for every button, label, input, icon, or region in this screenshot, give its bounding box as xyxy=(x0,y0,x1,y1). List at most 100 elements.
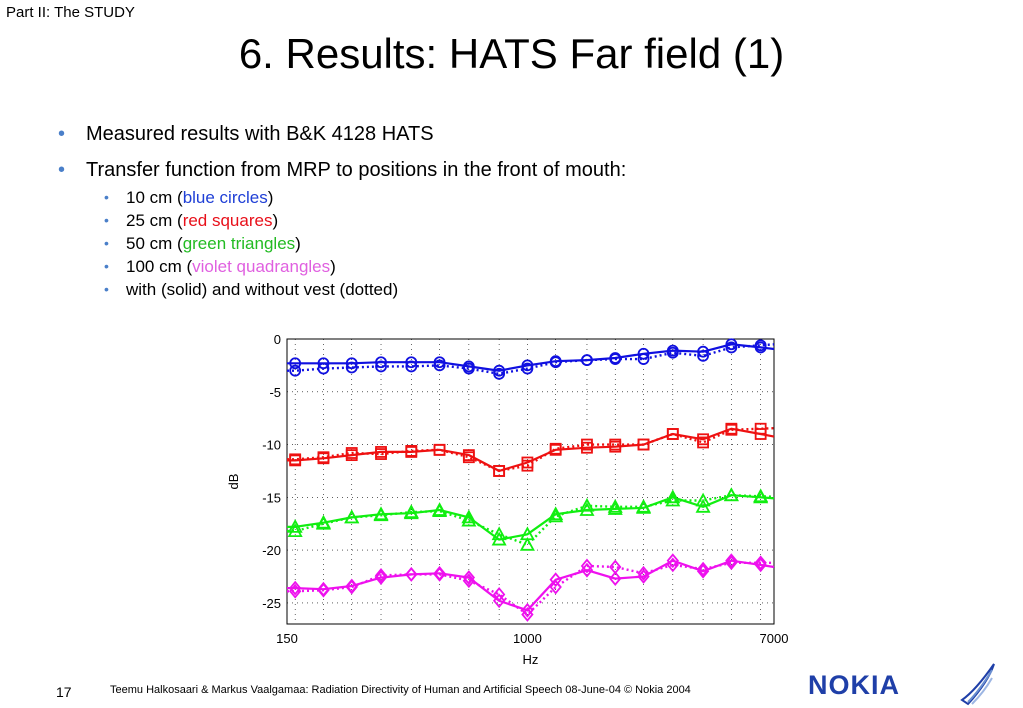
data-point-triangle xyxy=(723,487,739,502)
data-point-triangle xyxy=(344,509,360,524)
sub-bullet-text: with (solid) and without vest (dotted) xyxy=(126,280,399,299)
sub-bullet-colored: green triangles xyxy=(182,234,296,253)
data-point-diamond xyxy=(405,566,418,582)
data-point-diamond xyxy=(725,553,738,569)
data-point-diamond xyxy=(549,579,562,595)
y-tick-label: -20 xyxy=(262,543,281,558)
data-point-square xyxy=(754,422,767,435)
data-point-diamond xyxy=(317,582,330,598)
nokia-logo: NOKIA xyxy=(808,670,900,700)
data-point-circle xyxy=(549,356,562,369)
sub-bullet-25cm: • 25 cm (red squares) xyxy=(58,209,626,232)
data-point-triangle xyxy=(695,492,711,507)
data-point-circle xyxy=(666,346,679,359)
data-point-square xyxy=(462,451,475,464)
y-tick-label: 0 xyxy=(274,332,281,347)
data-point-circle xyxy=(581,354,593,367)
sub-bullet-100cm: • 100 cm (violet quadrangles) xyxy=(58,255,626,278)
data-point-triangle xyxy=(315,515,331,530)
data-point-diamond xyxy=(374,568,388,583)
y-axis-label: dB xyxy=(226,474,241,490)
data-point-circle xyxy=(637,353,650,365)
data-point-circle xyxy=(345,357,358,370)
data-point-diamond xyxy=(289,580,302,596)
data-point-triangle xyxy=(373,507,389,522)
data-point-circle xyxy=(375,360,387,373)
data-point-triangle xyxy=(548,506,564,521)
data-point-triangle xyxy=(432,503,448,517)
part-label: Part II: The STUDY xyxy=(6,4,135,21)
data-point-circle xyxy=(637,347,650,360)
data-point-square xyxy=(637,438,650,451)
x-tick-label: 1000 xyxy=(513,631,542,646)
sub-bullet-list: • 10 cm (blue circles) • 25 cm (red squa… xyxy=(58,186,626,301)
data-point-square xyxy=(609,438,622,451)
sub-bullet-prefix: 100 cm ( xyxy=(126,257,193,276)
data-point-circle xyxy=(521,359,534,372)
data-point-triangle xyxy=(579,497,595,512)
data-point-triangle xyxy=(403,504,419,519)
data-point-square xyxy=(549,442,562,455)
data-point-circle xyxy=(725,338,738,351)
data-point-square xyxy=(521,459,534,472)
data-point-diamond xyxy=(521,607,534,622)
data-point-diamond xyxy=(754,555,767,571)
sub-bullet-dot: • xyxy=(104,235,109,251)
data-point-circle xyxy=(433,359,446,372)
series-line-square-dotted xyxy=(287,427,775,473)
data-point-square xyxy=(375,448,387,460)
data-point-square xyxy=(433,443,446,456)
data-point-triangle xyxy=(636,498,652,513)
slide-title: 6. Results: HATS Far field (1) xyxy=(238,30,785,77)
data-point-diamond xyxy=(666,553,679,569)
data-point-circle xyxy=(609,353,622,365)
bullet-measured: • Measured results with B&K 4128 HATS xyxy=(58,122,626,146)
sub-bullet-50cm: • 50 cm (green triangles) xyxy=(58,232,626,255)
data-point-circle xyxy=(289,364,302,377)
data-point-diamond xyxy=(580,558,594,574)
data-point-triangle xyxy=(461,512,477,527)
y-tick-label: -5 xyxy=(269,385,281,400)
sub-bullet-suffix: ) xyxy=(267,188,274,207)
data-point-circle xyxy=(754,339,767,352)
sub-bullet-prefix: 50 cm ( xyxy=(126,234,183,253)
bullet-list: • Measured results with B&K 4128 HATS • … xyxy=(58,122,626,301)
data-point-triangle xyxy=(287,523,303,538)
data-point-diamond xyxy=(609,559,622,575)
sub-bullet-dot: • xyxy=(104,258,109,274)
data-point-triangle xyxy=(607,498,623,513)
series-line-circle-dotted xyxy=(287,343,775,376)
sub-bullet-dot: • xyxy=(104,212,109,228)
data-point-triangle xyxy=(665,492,681,507)
bullet-dot: • xyxy=(58,123,66,145)
sub-bullet-10cm: • 10 cm (blue circles) xyxy=(58,186,626,209)
data-point-diamond xyxy=(462,570,476,585)
footer-text: Teemu Halkosaari & Markus Vaalgamaa: Rad… xyxy=(110,684,691,696)
bullet-text: Measured results with B&K 4128 HATS xyxy=(86,123,434,145)
sub-bullet-vest: • with (solid) and without vest (dotted) xyxy=(58,278,626,301)
sub-bullet-suffix: ) xyxy=(272,211,279,230)
data-point-circle xyxy=(433,356,446,369)
data-point-diamond xyxy=(289,583,302,599)
series-line-triangle-dotted xyxy=(287,493,775,547)
data-point-diamond xyxy=(462,573,476,589)
series-line-square-solid xyxy=(287,427,775,473)
data-point-diamond xyxy=(696,561,710,577)
y-tick-label: -15 xyxy=(262,490,281,505)
y-tick-label: -10 xyxy=(262,438,281,453)
data-point-square xyxy=(493,465,506,477)
data-point-circle xyxy=(697,349,709,362)
data-point-triangle xyxy=(461,509,477,524)
data-point-diamond xyxy=(725,555,738,571)
sub-bullet-suffix: ) xyxy=(295,234,301,253)
sub-bullet-dot: • xyxy=(104,281,109,297)
data-point-square xyxy=(345,447,358,459)
data-point-triangle xyxy=(519,536,535,551)
data-point-circle xyxy=(405,360,418,373)
data-point-diamond xyxy=(549,572,562,588)
data-point-circle xyxy=(345,361,358,374)
nokia-emblem-icon xyxy=(960,663,995,706)
data-point-circle xyxy=(375,356,387,369)
data-point-circle xyxy=(405,356,418,369)
page-number: 17 xyxy=(56,684,72,700)
